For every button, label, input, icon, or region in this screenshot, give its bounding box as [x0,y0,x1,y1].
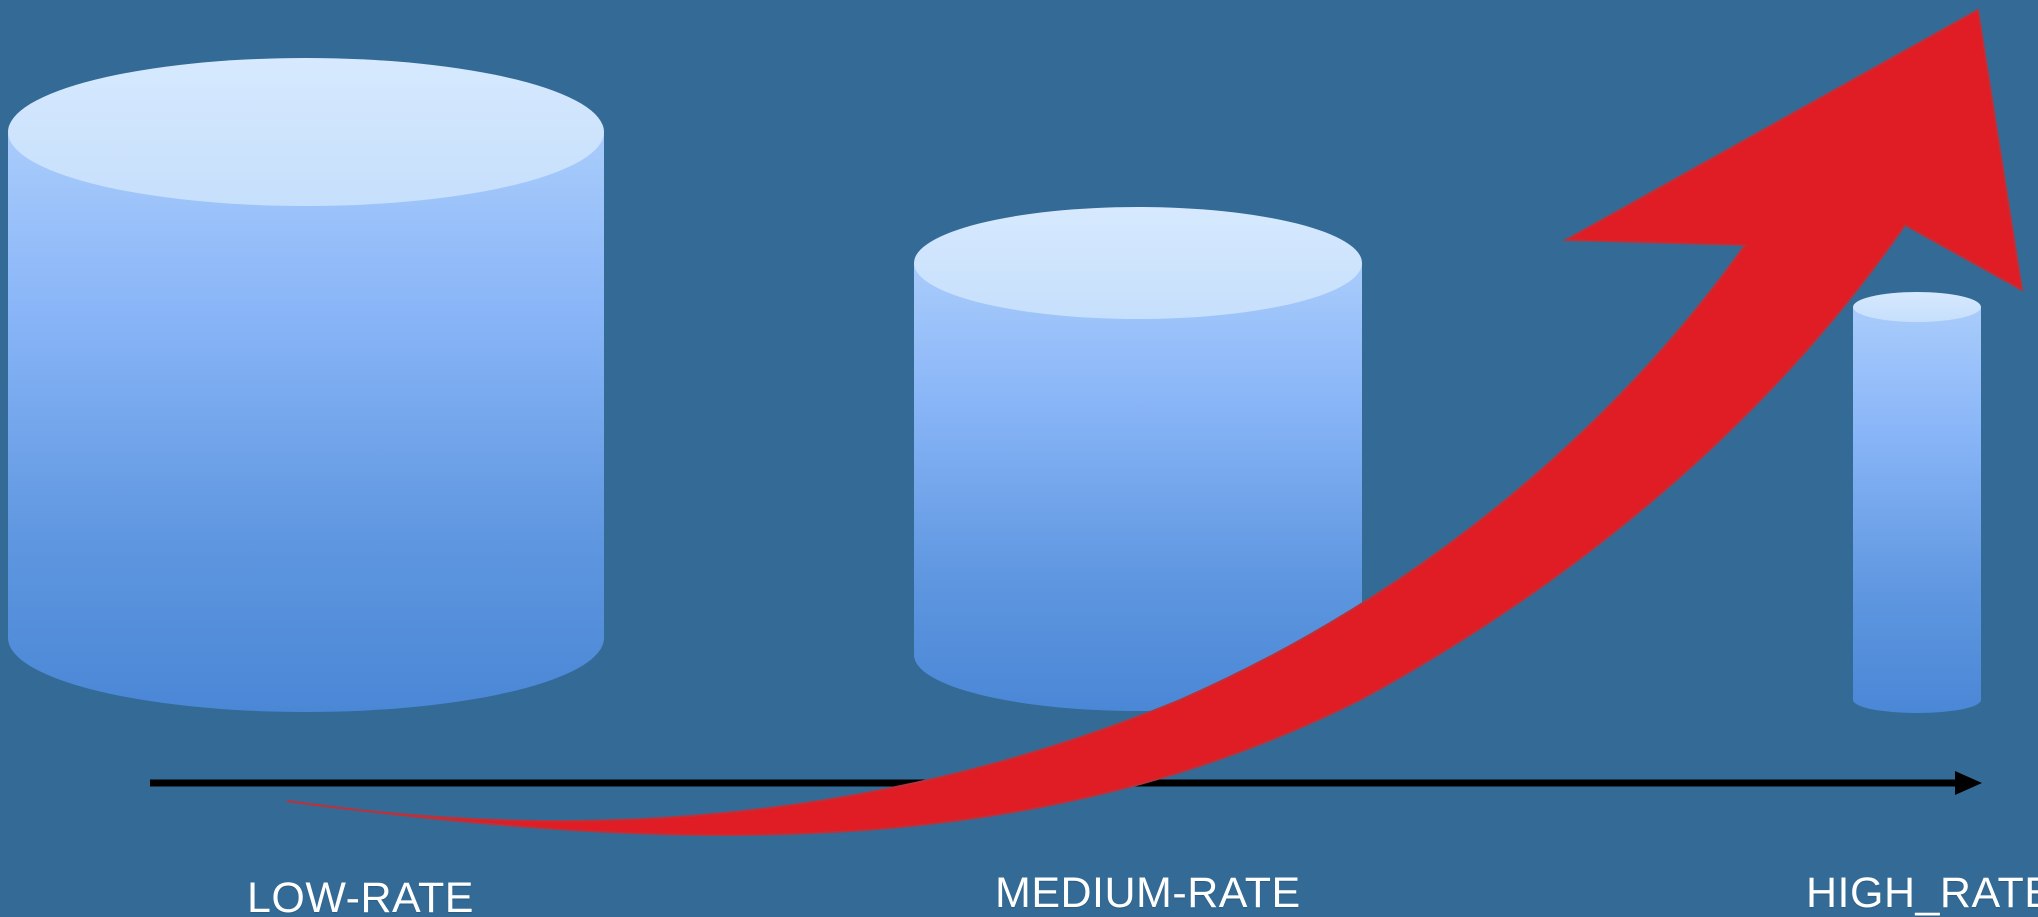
high-rate-label: HIGH_RATE [1806,869,2038,917]
low-rate-label: LOW-RATE [247,874,474,917]
medium-rate-label: MEDIUM-RATE [995,869,1301,917]
cylinder-high [1853,292,1981,713]
upward-curved-arrow-icon [286,8,2024,836]
cylinder-medium [914,207,1362,711]
cylinder-low [8,58,604,712]
